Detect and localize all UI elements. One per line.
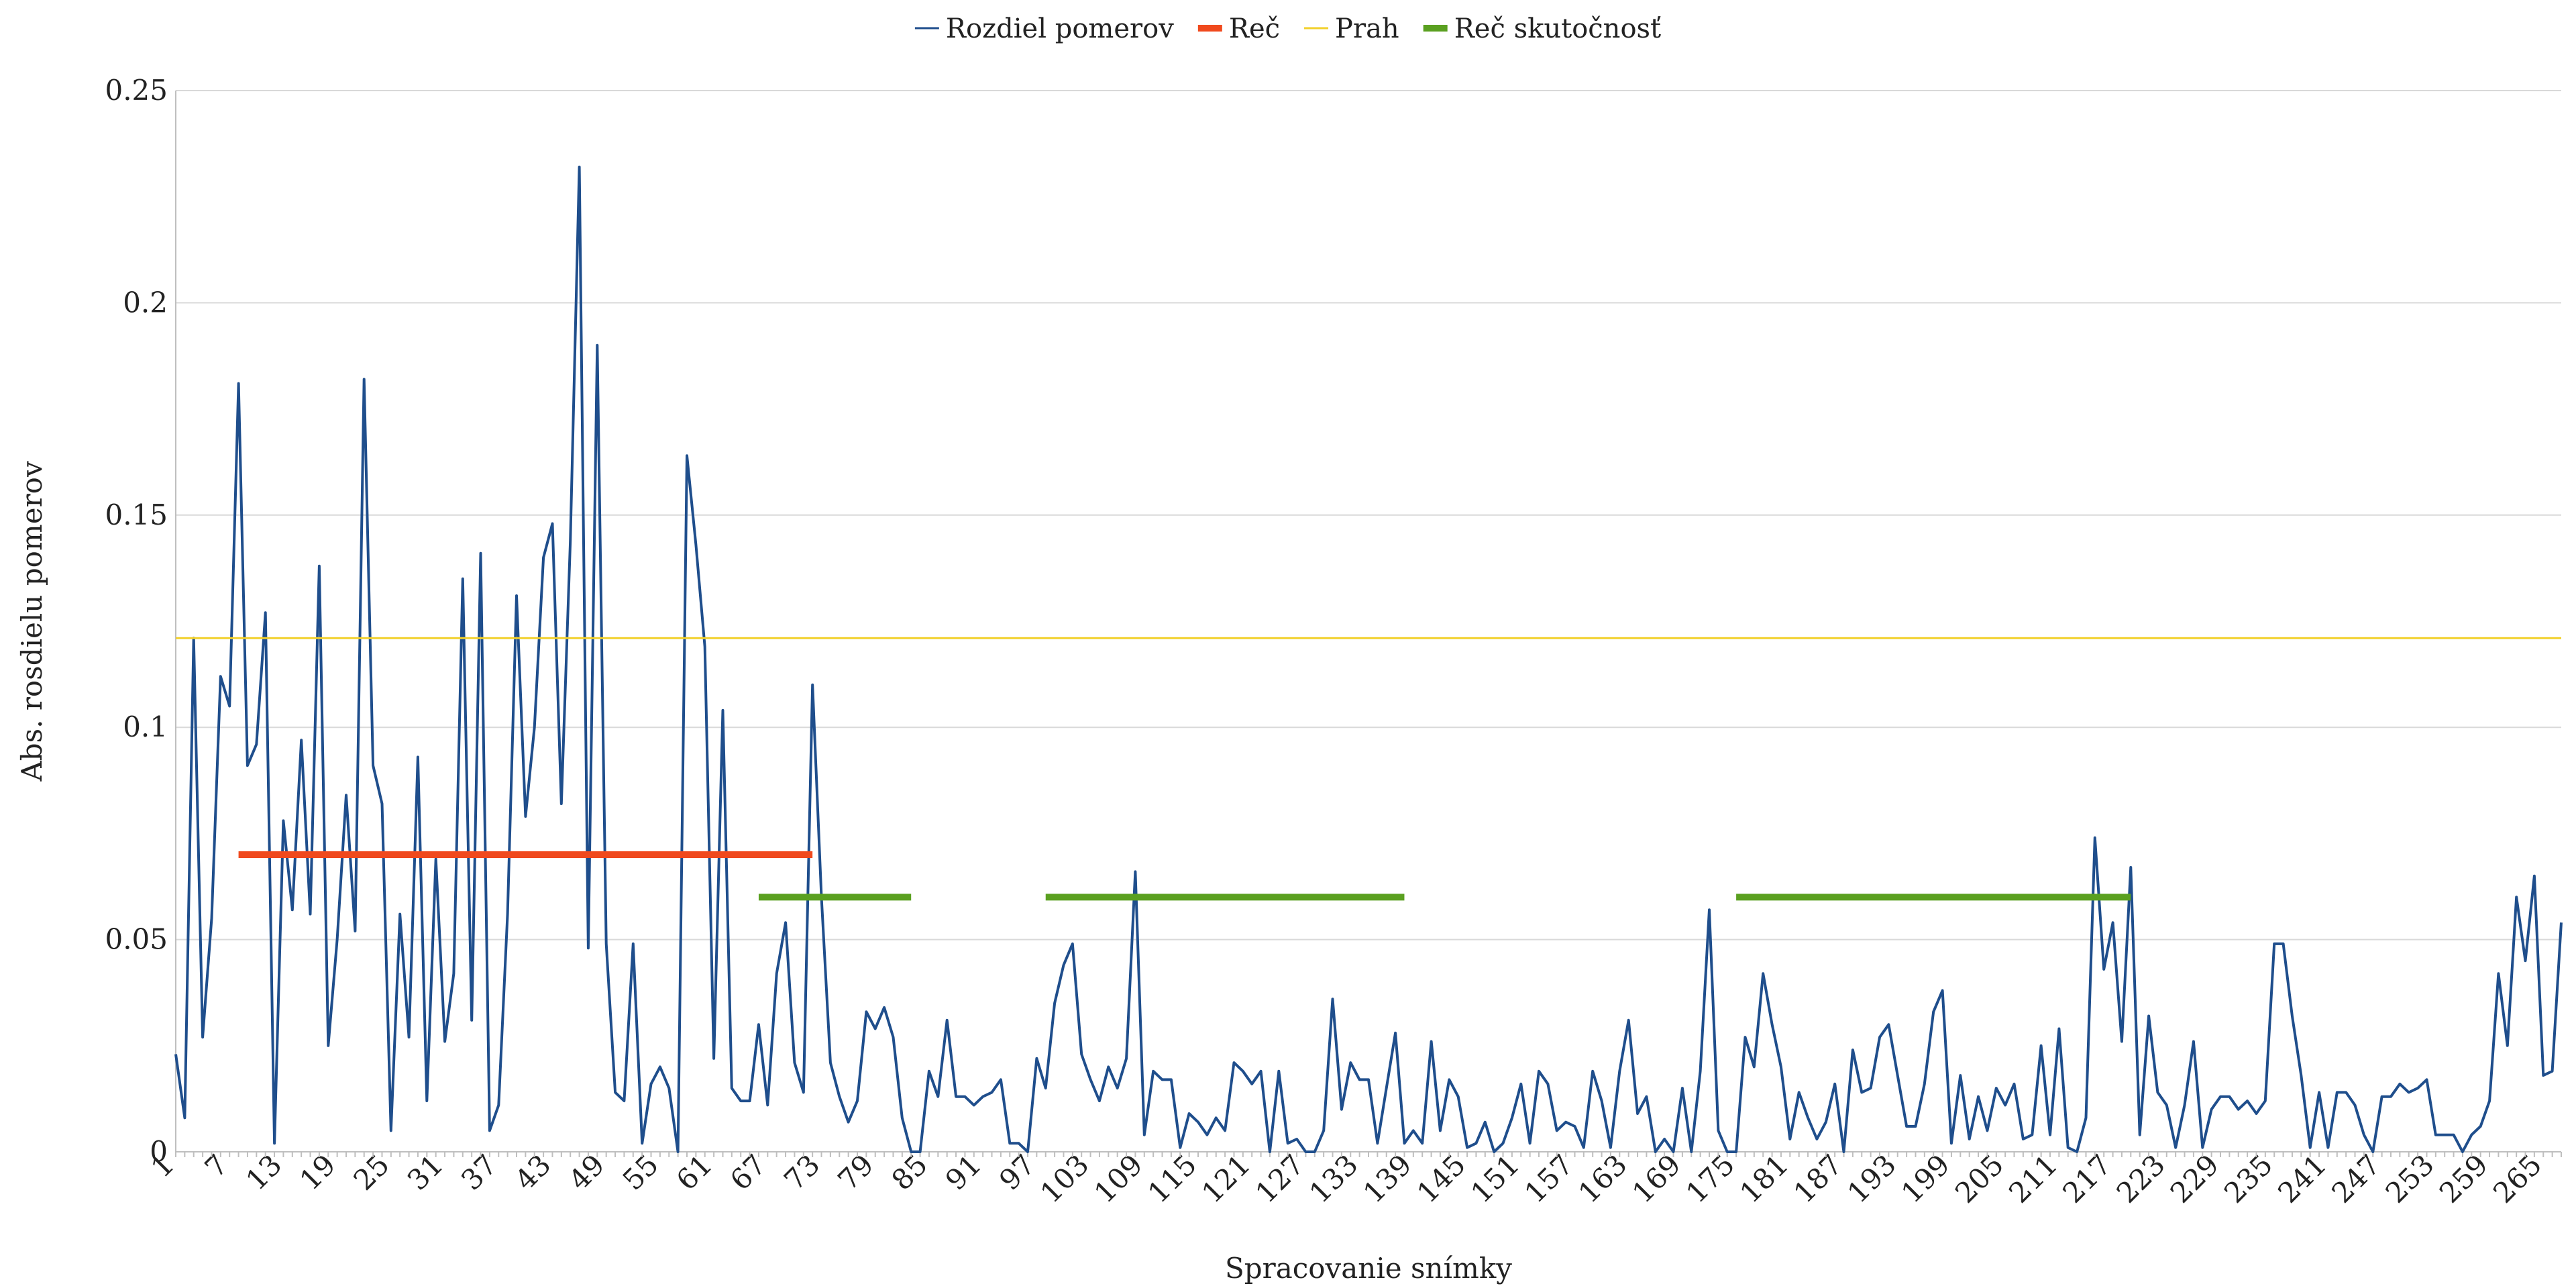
x-tick-label: 247 [2325,1148,2386,1209]
y-tick-label: 0.2 [123,286,168,319]
x-tick-label: 43 [508,1148,557,1196]
x-tick-label: 217 [2056,1148,2117,1209]
y-tick-label: 0.25 [105,74,168,107]
x-tick-label: 91 [939,1148,987,1196]
x-tick-label: 109 [1088,1148,1149,1209]
x-tick-label: 223 [2110,1148,2171,1209]
y-tick-labels: 0 0.05 0.1 0.15 0.2 0.25 [105,74,168,1168]
x-tick-label: 229 [2164,1148,2225,1209]
x-tick-label: 151 [1464,1148,1525,1209]
x-tick-marks [175,1152,2562,1157]
x-tick-label: 169 [1626,1148,1687,1209]
legend-label: Reč [1229,13,1280,44]
x-tick-label: 127 [1249,1148,1310,1209]
x-tick-label: 115 [1142,1148,1203,1209]
x-tick-label: 13 [239,1148,288,1196]
series-line-rozdiel-pomerov [174,165,2563,1153]
x-tick-label: 79 [831,1148,879,1196]
x-tick-label: 97 [993,1148,1041,1196]
x-tick-label: 55 [616,1148,665,1196]
x-tick-labels: 1 7 13 19 25 31 37 43 49 55 61 67 73 79 85 91 9710310911… [145,1148,2548,1209]
x-tick-label: 205 [1949,1148,2010,1209]
x-tick-label: 157 [1518,1148,1579,1209]
x-tick-label: 19 [293,1148,341,1196]
x-tick-label: 37 [455,1148,503,1196]
x-tick-label: 193 [1841,1148,1902,1209]
y-gridlines [176,90,2561,1152]
y-tick-label: 0.15 [105,498,168,531]
x-tick-label: 181 [1733,1148,1794,1209]
y-tick-label: 0.1 [123,710,168,743]
x-tick-label: 121 [1195,1148,1256,1209]
x-tick-label: 139 [1357,1148,1418,1209]
x-tick-label: 187 [1787,1148,1848,1209]
x-tick-label: 85 [885,1148,934,1196]
y-tick-label: 0 [150,1135,168,1168]
x-tick-label: 103 [1034,1148,1095,1209]
y-axis-title: Abs. rosdielu pomerov [15,461,48,782]
x-tick-label: 253 [2379,1148,2440,1209]
x-tick-label: 241 [2271,1148,2332,1209]
legend-label: Reč skutočnosť [1454,13,1661,44]
x-axis-title: Spracovanie snímky [1225,1252,1512,1285]
x-tick-label: 25 [347,1148,395,1196]
x-tick-label: 49 [562,1148,610,1196]
y-tick-label: 0.05 [105,923,168,956]
x-tick-label: 265 [2487,1148,2548,1209]
legend-label: Prah [1335,13,1399,44]
x-tick-label: 211 [2002,1148,2063,1209]
x-tick-label: 73 [777,1148,826,1196]
x-tick-label: 235 [2218,1148,2279,1209]
x-tick-label: 259 [2433,1148,2494,1209]
x-tick-label: 67 [724,1148,772,1196]
x-tick-label: 31 [401,1148,449,1196]
x-tick-label: 175 [1680,1148,1741,1209]
x-tick-label: 61 [670,1148,718,1196]
legend-label: Rozdiel pomerov [946,13,1174,44]
legend: Rozdiel pomerov Reč Prah Reč skutočnosť [914,13,1661,44]
x-tick-label: 145 [1411,1148,1472,1209]
x-tick-label: 199 [1895,1148,1956,1209]
x-tick-label: 133 [1303,1148,1364,1209]
x-tick-label: 163 [1572,1148,1633,1209]
